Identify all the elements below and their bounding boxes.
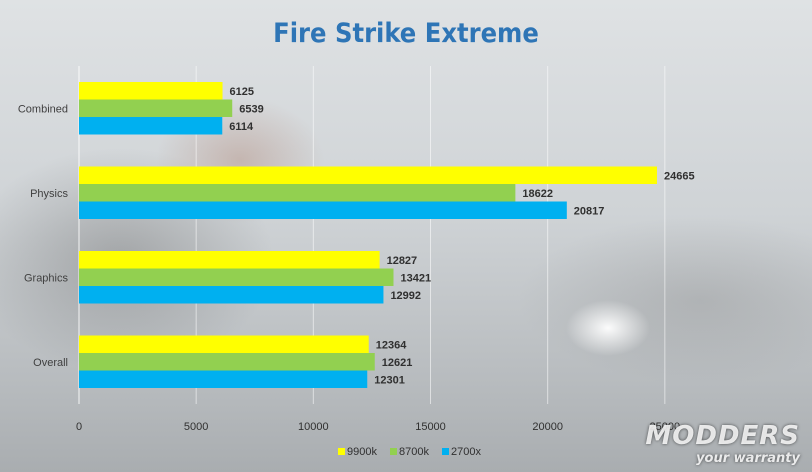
- legend-swatch: [442, 448, 449, 455]
- x-tick-labels-group: 0 5000 10000 15000 20000 25000: [76, 421, 680, 433]
- x-tick-label: 5000: [184, 421, 208, 433]
- x-tick-label: 20000: [532, 421, 563, 433]
- legend: 9900k 8700k 2700x: [338, 446, 481, 458]
- bar-9900k-combined: [79, 82, 223, 100]
- data-label: 12621: [382, 357, 413, 369]
- watermark-line2: your warranty: [696, 451, 800, 466]
- data-label: 6125: [230, 86, 254, 98]
- bar-8700k-overall: [79, 353, 375, 371]
- chart-title: Fire Strike Extreme: [273, 18, 539, 49]
- bar-8700k-combined: [79, 99, 233, 117]
- bar-9900k-physics: [79, 166, 657, 184]
- bar-2700x-overall: [79, 370, 368, 388]
- category-label: Physics: [30, 188, 68, 200]
- category-label: Combined: [18, 103, 68, 115]
- bar-2700x-physics: [79, 201, 567, 219]
- category-label: Overall: [33, 357, 68, 369]
- x-tick-label: 25000: [650, 421, 681, 433]
- legend-label: 9900k: [347, 446, 377, 458]
- category-label: Graphics: [24, 272, 69, 284]
- data-label: 20817: [574, 205, 605, 217]
- watermark-logo: MODDERS your warranty: [645, 421, 800, 466]
- bar-9900k-overall: [79, 335, 369, 353]
- legend-swatch: [338, 448, 345, 455]
- x-tick-label: 10000: [298, 421, 329, 433]
- category-labels-group: Combined Physics Graphics Overall: [18, 103, 69, 369]
- legend-label: 8700k: [399, 446, 429, 458]
- data-labels-group: 6125 6539 6114 24665 18622 20817 12827 13421 129…: [229, 86, 694, 387]
- bar-2700x-graphics: [79, 286, 384, 304]
- data-label: 12301: [374, 374, 405, 386]
- watermark-line1: MODDERS: [645, 421, 800, 451]
- x-tick-label: 15000: [415, 421, 446, 433]
- data-label: 18622: [522, 188, 553, 200]
- data-label: 6539: [239, 103, 263, 115]
- data-label: 6114: [229, 121, 254, 133]
- data-label: 12827: [387, 255, 418, 267]
- bar-8700k-graphics: [79, 268, 394, 286]
- bar-2700x-combined: [79, 117, 223, 135]
- data-label: 13421: [400, 272, 431, 284]
- data-label: 24665: [664, 170, 695, 182]
- bar-8700k-physics: [79, 184, 516, 202]
- data-label: 12992: [390, 290, 421, 302]
- legend-label: 2700x: [451, 446, 481, 458]
- bars-group: [79, 82, 657, 388]
- legend-swatch: [390, 448, 397, 455]
- x-tick-label: 0: [76, 421, 82, 433]
- bar-9900k-graphics: [79, 251, 380, 269]
- data-label: 12364: [376, 339, 407, 351]
